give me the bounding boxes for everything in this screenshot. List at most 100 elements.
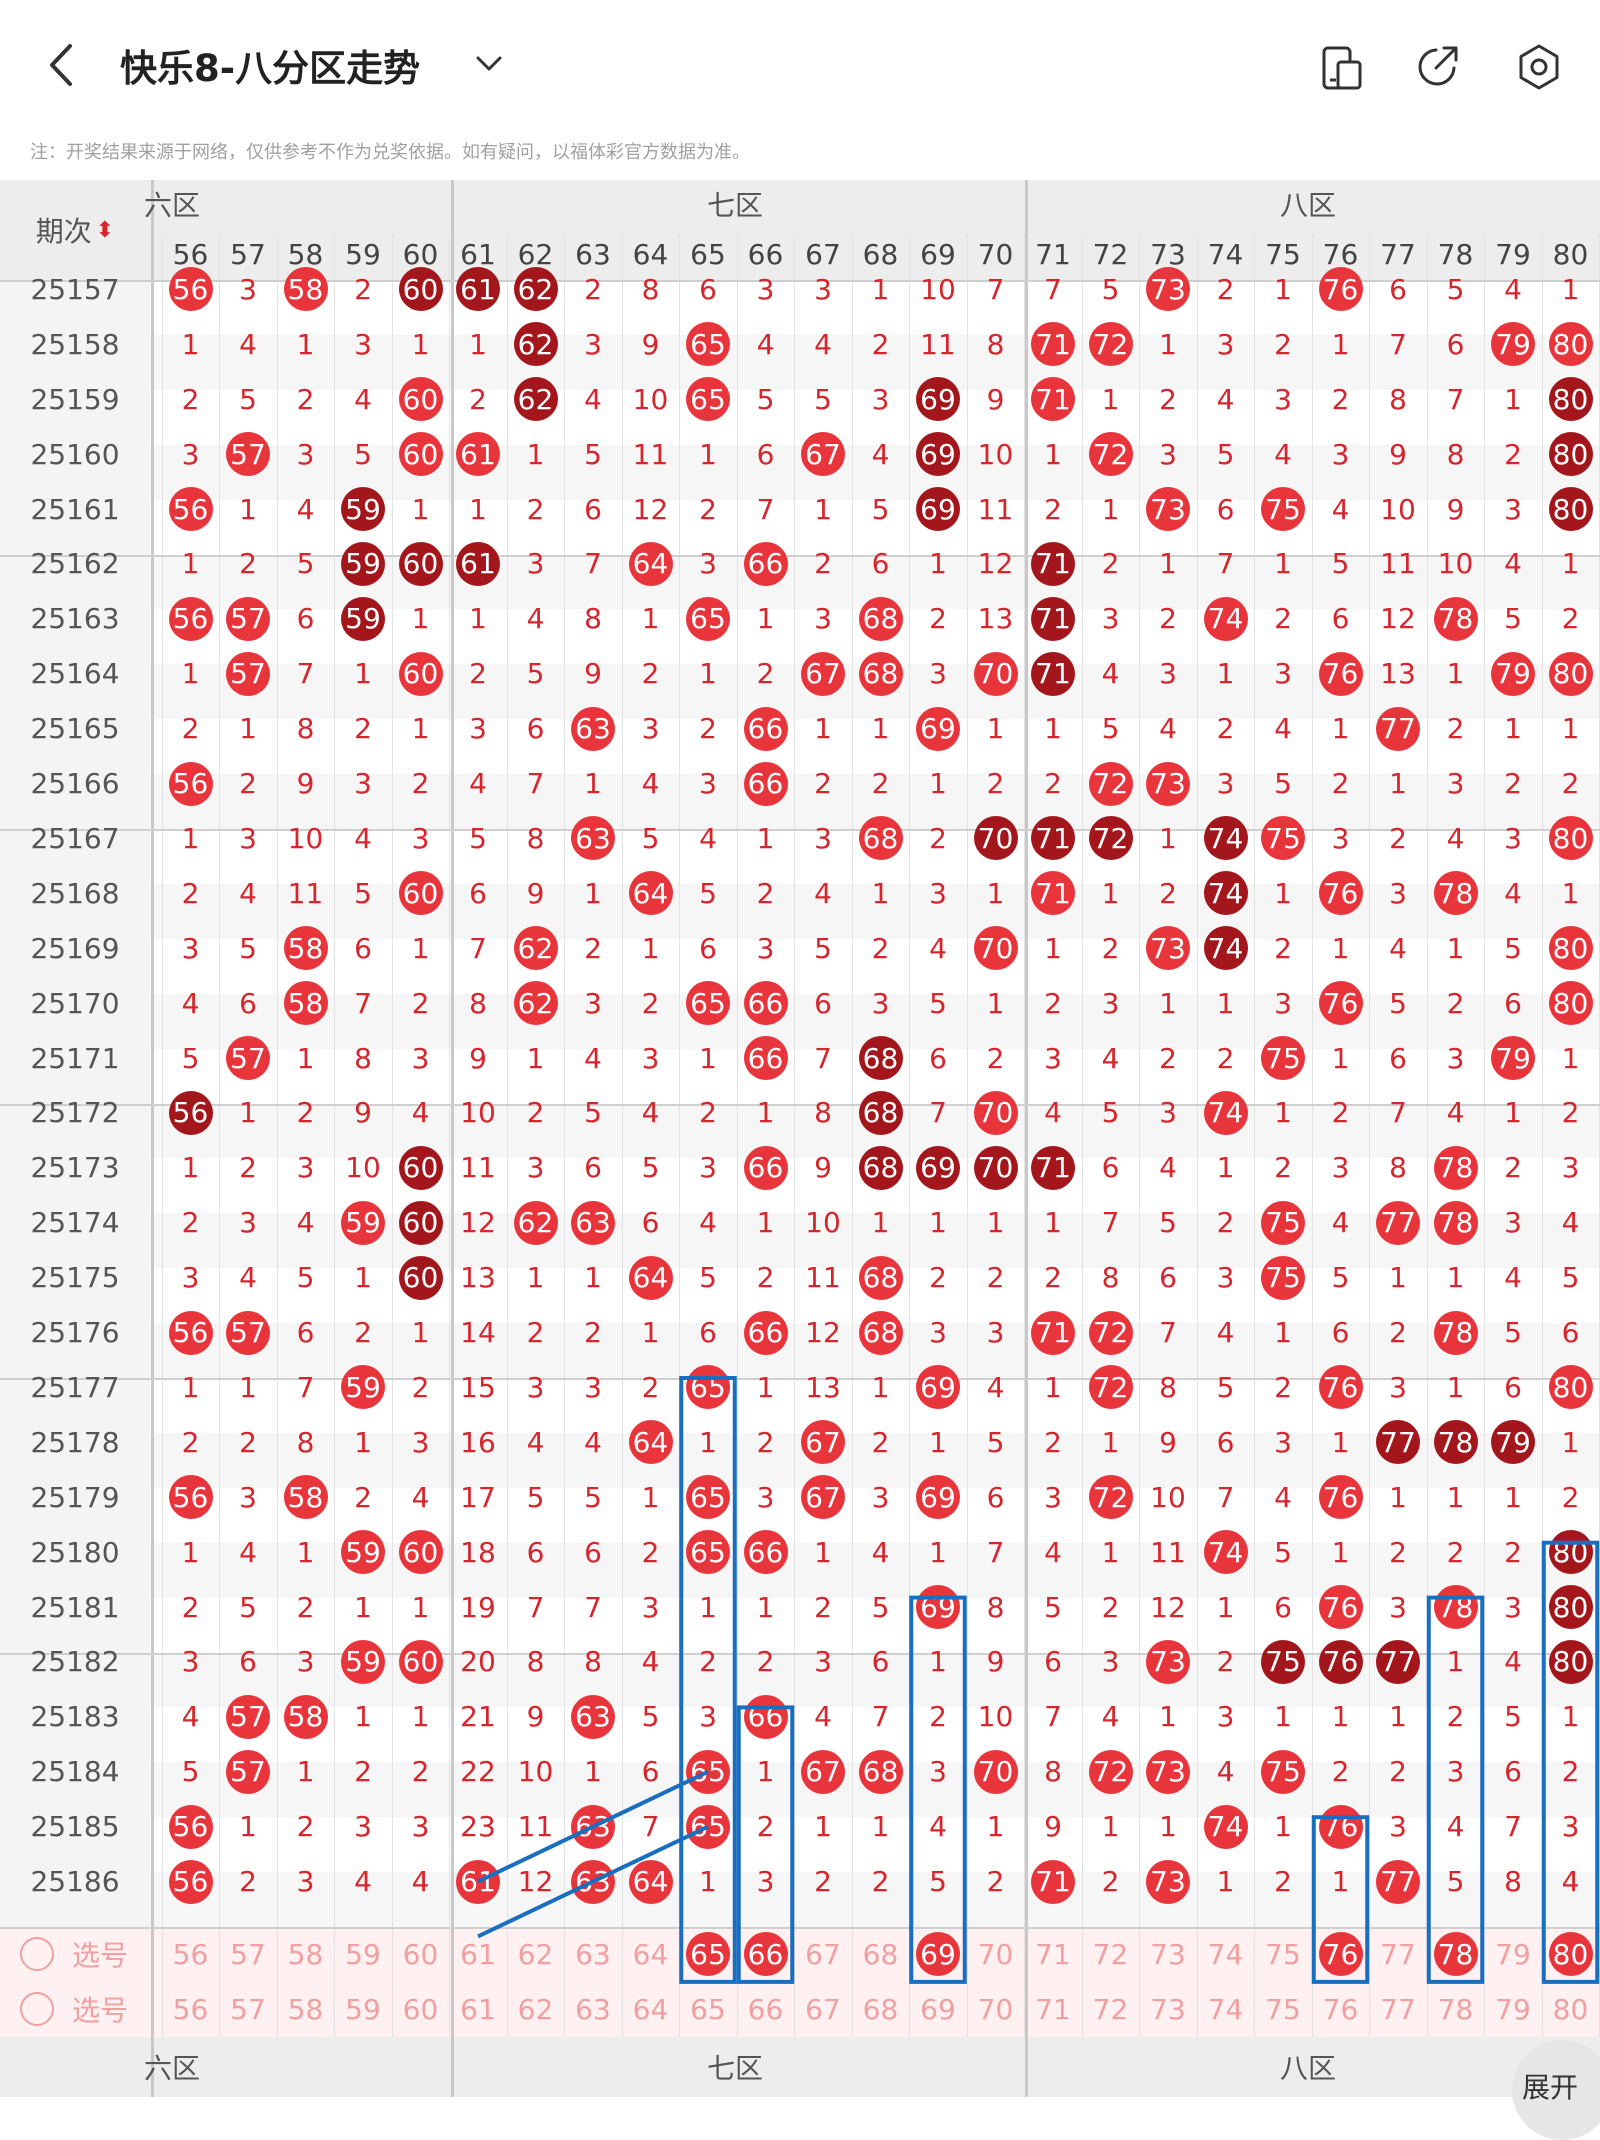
- chevron-down-icon[interactable]: [474, 52, 504, 76]
- select-label[interactable]: 选号: [71, 1994, 128, 2028]
- select-number[interactable]: 63: [575, 1992, 611, 2026]
- column-header[interactable]: 62: [517, 237, 554, 271]
- select-number[interactable]: 60: [402, 1937, 439, 1971]
- column-header[interactable]: 61: [460, 237, 496, 271]
- back-arrow-icon[interactable]: [42, 40, 82, 90]
- select-number[interactable]: 64: [632, 1937, 669, 1971]
- select-number[interactable]: 72: [1092, 1992, 1129, 2026]
- column-header[interactable]: 76: [1322, 237, 1359, 271]
- select-number[interactable]: 75: [1265, 1937, 1301, 1971]
- omission-value: 3: [1504, 1206, 1522, 1240]
- select-number[interactable]: 75: [1265, 1992, 1301, 2026]
- selected-number-ball[interactable]: 69: [916, 1932, 960, 1977]
- column-header[interactable]: 69: [920, 237, 956, 271]
- selected-number-ball[interactable]: 66: [743, 1932, 788, 1977]
- column-header[interactable]: 67: [805, 237, 841, 271]
- select-number[interactable]: 65: [690, 1992, 726, 2026]
- select-label[interactable]: 选号: [71, 1939, 128, 1973]
- select-number[interactable]: 58: [287, 1992, 324, 2026]
- settings-icon[interactable]: [1514, 42, 1564, 92]
- column-header[interactable]: 72: [1092, 237, 1129, 271]
- select-number[interactable]: 59: [345, 1992, 381, 2026]
- column-header[interactable]: 57: [230, 237, 266, 271]
- select-number[interactable]: 71: [1035, 1937, 1071, 1971]
- select-number[interactable]: 58: [287, 1937, 324, 1971]
- select-number[interactable]: 66: [747, 1992, 784, 2026]
- column-header[interactable]: 65: [690, 237, 726, 271]
- select-number[interactable]: 59: [345, 1937, 381, 1971]
- column-header[interactable]: 64: [632, 237, 669, 271]
- select-number[interactable]: 79: [1495, 1992, 1531, 2026]
- select-number[interactable]: 64: [632, 1992, 669, 2026]
- select-number[interactable]: 61: [460, 1992, 496, 2026]
- column-header[interactable]: 68: [862, 237, 899, 271]
- column-header[interactable]: 73: [1150, 237, 1186, 271]
- omission-value: 1: [814, 712, 832, 746]
- select-number[interactable]: 68: [862, 1992, 899, 2026]
- column-header[interactable]: 66: [747, 237, 784, 271]
- share-icon[interactable]: [1414, 42, 1462, 90]
- column-header[interactable]: 63: [575, 237, 611, 271]
- selected-number-ball[interactable]: 78: [1433, 1932, 1478, 1977]
- select-number[interactable]: 77: [1380, 1992, 1416, 2026]
- select-number[interactable]: 76: [1322, 1992, 1359, 2026]
- omission-value: 1: [1216, 986, 1235, 1020]
- select-number[interactable]: 70: [977, 1937, 1014, 1971]
- select-number[interactable]: 73: [1150, 1992, 1186, 2026]
- selected-number-ball[interactable]: 80: [1548, 1932, 1593, 1977]
- select-number[interactable]: 74: [1207, 1937, 1244, 1971]
- drawn-number-ball: 76: [1318, 267, 1363, 312]
- select-number[interactable]: 80: [1552, 1992, 1589, 2026]
- select-number[interactable]: 74: [1207, 1992, 1244, 2026]
- select-number[interactable]: 57: [230, 1937, 266, 1971]
- select-radio[interactable]: [20, 1937, 54, 1972]
- selected-number-ball[interactable]: 76: [1318, 1932, 1363, 1977]
- group-line: [0, 1927, 1600, 1929]
- column-header[interactable]: 60: [402, 237, 439, 271]
- select-number[interactable]: 72: [1092, 1937, 1129, 1971]
- select-number[interactable]: 67: [805, 1937, 841, 1971]
- select-number[interactable]: 60: [402, 1992, 439, 2026]
- device-icon[interactable]: [1318, 44, 1366, 92]
- omission-value: 2: [871, 1865, 890, 1899]
- select-number[interactable]: 56: [172, 1937, 209, 1971]
- select-radio[interactable]: [20, 1992, 54, 2027]
- omission-value: 4: [1504, 547, 1522, 581]
- select-number[interactable]: 73: [1150, 1937, 1186, 1971]
- select-number[interactable]: 71: [1035, 1992, 1071, 2026]
- omission-value: 3: [469, 712, 487, 746]
- omission-value: 2: [354, 1316, 372, 1350]
- drawn-number-ball: 73: [1146, 761, 1190, 806]
- selected-number-ball[interactable]: 65: [686, 1932, 730, 1977]
- column-header[interactable]: 77: [1380, 237, 1416, 271]
- column-header[interactable]: 78: [1437, 237, 1474, 271]
- select-number[interactable]: 62: [517, 1937, 554, 1971]
- column-header[interactable]: 58: [287, 237, 324, 271]
- select-number[interactable]: 70: [977, 1992, 1014, 2026]
- select-number[interactable]: 56: [172, 1992, 209, 2026]
- column-header[interactable]: 79: [1495, 237, 1531, 271]
- column-header[interactable]: 75: [1265, 237, 1301, 271]
- period-header[interactable]: 期次 ⬍: [0, 203, 150, 257]
- select-number[interactable]: 57: [230, 1992, 266, 2026]
- select-number[interactable]: 69: [920, 1992, 956, 2026]
- column-header[interactable]: 59: [345, 237, 381, 271]
- column-header[interactable]: 56: [172, 237, 209, 271]
- select-number[interactable]: 61: [460, 1937, 496, 1971]
- sort-icon[interactable]: ⬍: [95, 217, 115, 243]
- select-number[interactable]: 68: [862, 1937, 899, 1971]
- omission-value: 1: [641, 1480, 660, 1514]
- select-number[interactable]: 77: [1380, 1937, 1416, 1971]
- page-title[interactable]: 快乐8-八分区走势: [120, 47, 421, 90]
- select-number[interactable]: 63: [575, 1937, 611, 1971]
- select-number[interactable]: 67: [805, 1992, 841, 2026]
- column-header[interactable]: 74: [1207, 237, 1244, 271]
- column-header[interactable]: 71: [1035, 237, 1071, 271]
- select-number[interactable]: 79: [1495, 1937, 1531, 1971]
- footer-zone-label-7: 七区: [706, 2051, 763, 2085]
- trend-table[interactable]: 期次 ⬍ 六区 七区 八区 56 57 58 59 60 61 62 63 64 65 66 67 68 69 70 7…: [0, 180, 1600, 2098]
- select-number[interactable]: 62: [517, 1992, 554, 2026]
- select-number[interactable]: 78: [1437, 1992, 1474, 2026]
- column-header[interactable]: 70: [977, 237, 1014, 271]
- column-header[interactable]: 80: [1552, 237, 1589, 271]
